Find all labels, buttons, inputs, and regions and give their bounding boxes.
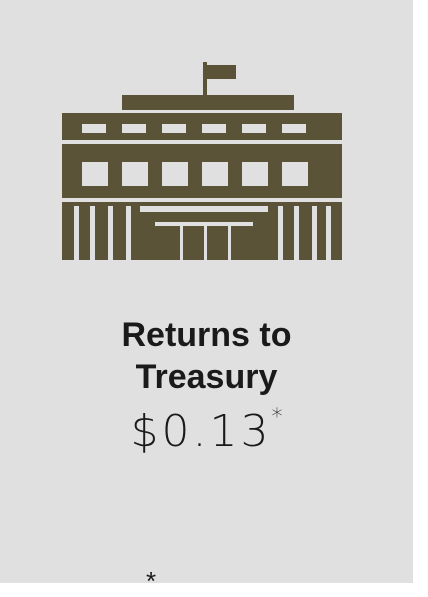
- footnote-mark: *: [146, 566, 157, 596]
- card-label: Treasury: [135, 358, 278, 396]
- screen: Returns to Treasury $0.13* * (() => { co…: [0, 0, 413, 596]
- building-icon: [62, 62, 342, 260]
- footnote-mark: *: [271, 405, 283, 430]
- card-label: Returns to: [121, 316, 292, 354]
- amount-value: $0.13: [130, 406, 272, 457]
- card: Returns to Treasury $0.13* *: [0, 0, 413, 596]
- amount: $0.13*: [0, 405, 413, 457]
